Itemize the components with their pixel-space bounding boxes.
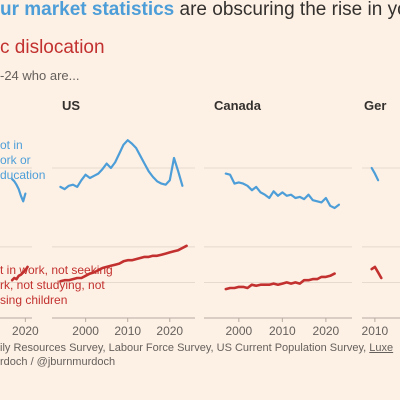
series-line-p1-red bbox=[59, 244, 188, 283]
title-part-statistics: ur market statistics bbox=[0, 0, 175, 20]
series-line-p3-blue bbox=[370, 166, 380, 182]
panel-title-canada: Canada bbox=[214, 98, 261, 113]
chart-title: ur market statistics are obscuring the r… bbox=[0, 0, 400, 22]
label-red-line-3: sing children bbox=[0, 293, 68, 307]
series-line-p3-red bbox=[370, 265, 383, 280]
label-not-in-work-not-seeking: t in work, not seeking rk, not studying,… bbox=[0, 263, 113, 308]
tick-label-p1-2000: 2000 bbox=[72, 324, 99, 338]
source-note: ily Resources Survey, Labour Force Surve… bbox=[0, 341, 393, 369]
source-line-2: rdoch / @jburnmurdoch bbox=[0, 356, 116, 368]
tick-label-p2-2000: 2000 bbox=[225, 324, 252, 338]
label-red-line-1: t in work, not seeking bbox=[0, 263, 113, 277]
label-blue-line-1: ot in bbox=[0, 138, 23, 152]
tick-label-p1-2010: 2010 bbox=[114, 324, 141, 338]
label-red-line-2: rk, not studying, not bbox=[0, 278, 105, 292]
chart-subtitle: -24 who are... bbox=[0, 68, 80, 83]
source-text: ily Resources Survey, Labour Force Surve… bbox=[0, 342, 370, 354]
source-line-1: ily Resources Survey, Labour Force Surve… bbox=[0, 341, 393, 355]
panel-title-germany: Ger bbox=[364, 98, 387, 113]
title-line-2: c dislocation bbox=[0, 37, 105, 58]
tick-label-p2-2010: 2010 bbox=[269, 324, 296, 338]
label-not-in-work-or-education: ot in ork or ducation bbox=[0, 138, 45, 183]
series-line-p0-blue bbox=[11, 178, 27, 203]
tick-label-p3-2010: 2010 bbox=[362, 324, 389, 338]
title-part-obscuring: are obscuring the rise in yo bbox=[174, 0, 400, 20]
series-line-p2-red bbox=[224, 272, 336, 291]
source-link-luxembourg[interactable]: Luxe bbox=[369, 342, 394, 354]
tick-label-p1-2020: 2020 bbox=[156, 324, 183, 338]
series-line-p1-blue bbox=[59, 139, 184, 191]
label-blue-line-2: ork or bbox=[0, 153, 31, 167]
panel-title-us: US bbox=[62, 98, 81, 113]
tick-label-p2-2020: 2020 bbox=[313, 324, 340, 338]
series-line-p0-red bbox=[10, 265, 29, 282]
label-blue-line-3: ducation bbox=[0, 168, 46, 182]
series-line-p2-blue bbox=[224, 172, 340, 210]
tick-label-p0-2020: 2020 bbox=[12, 324, 39, 338]
